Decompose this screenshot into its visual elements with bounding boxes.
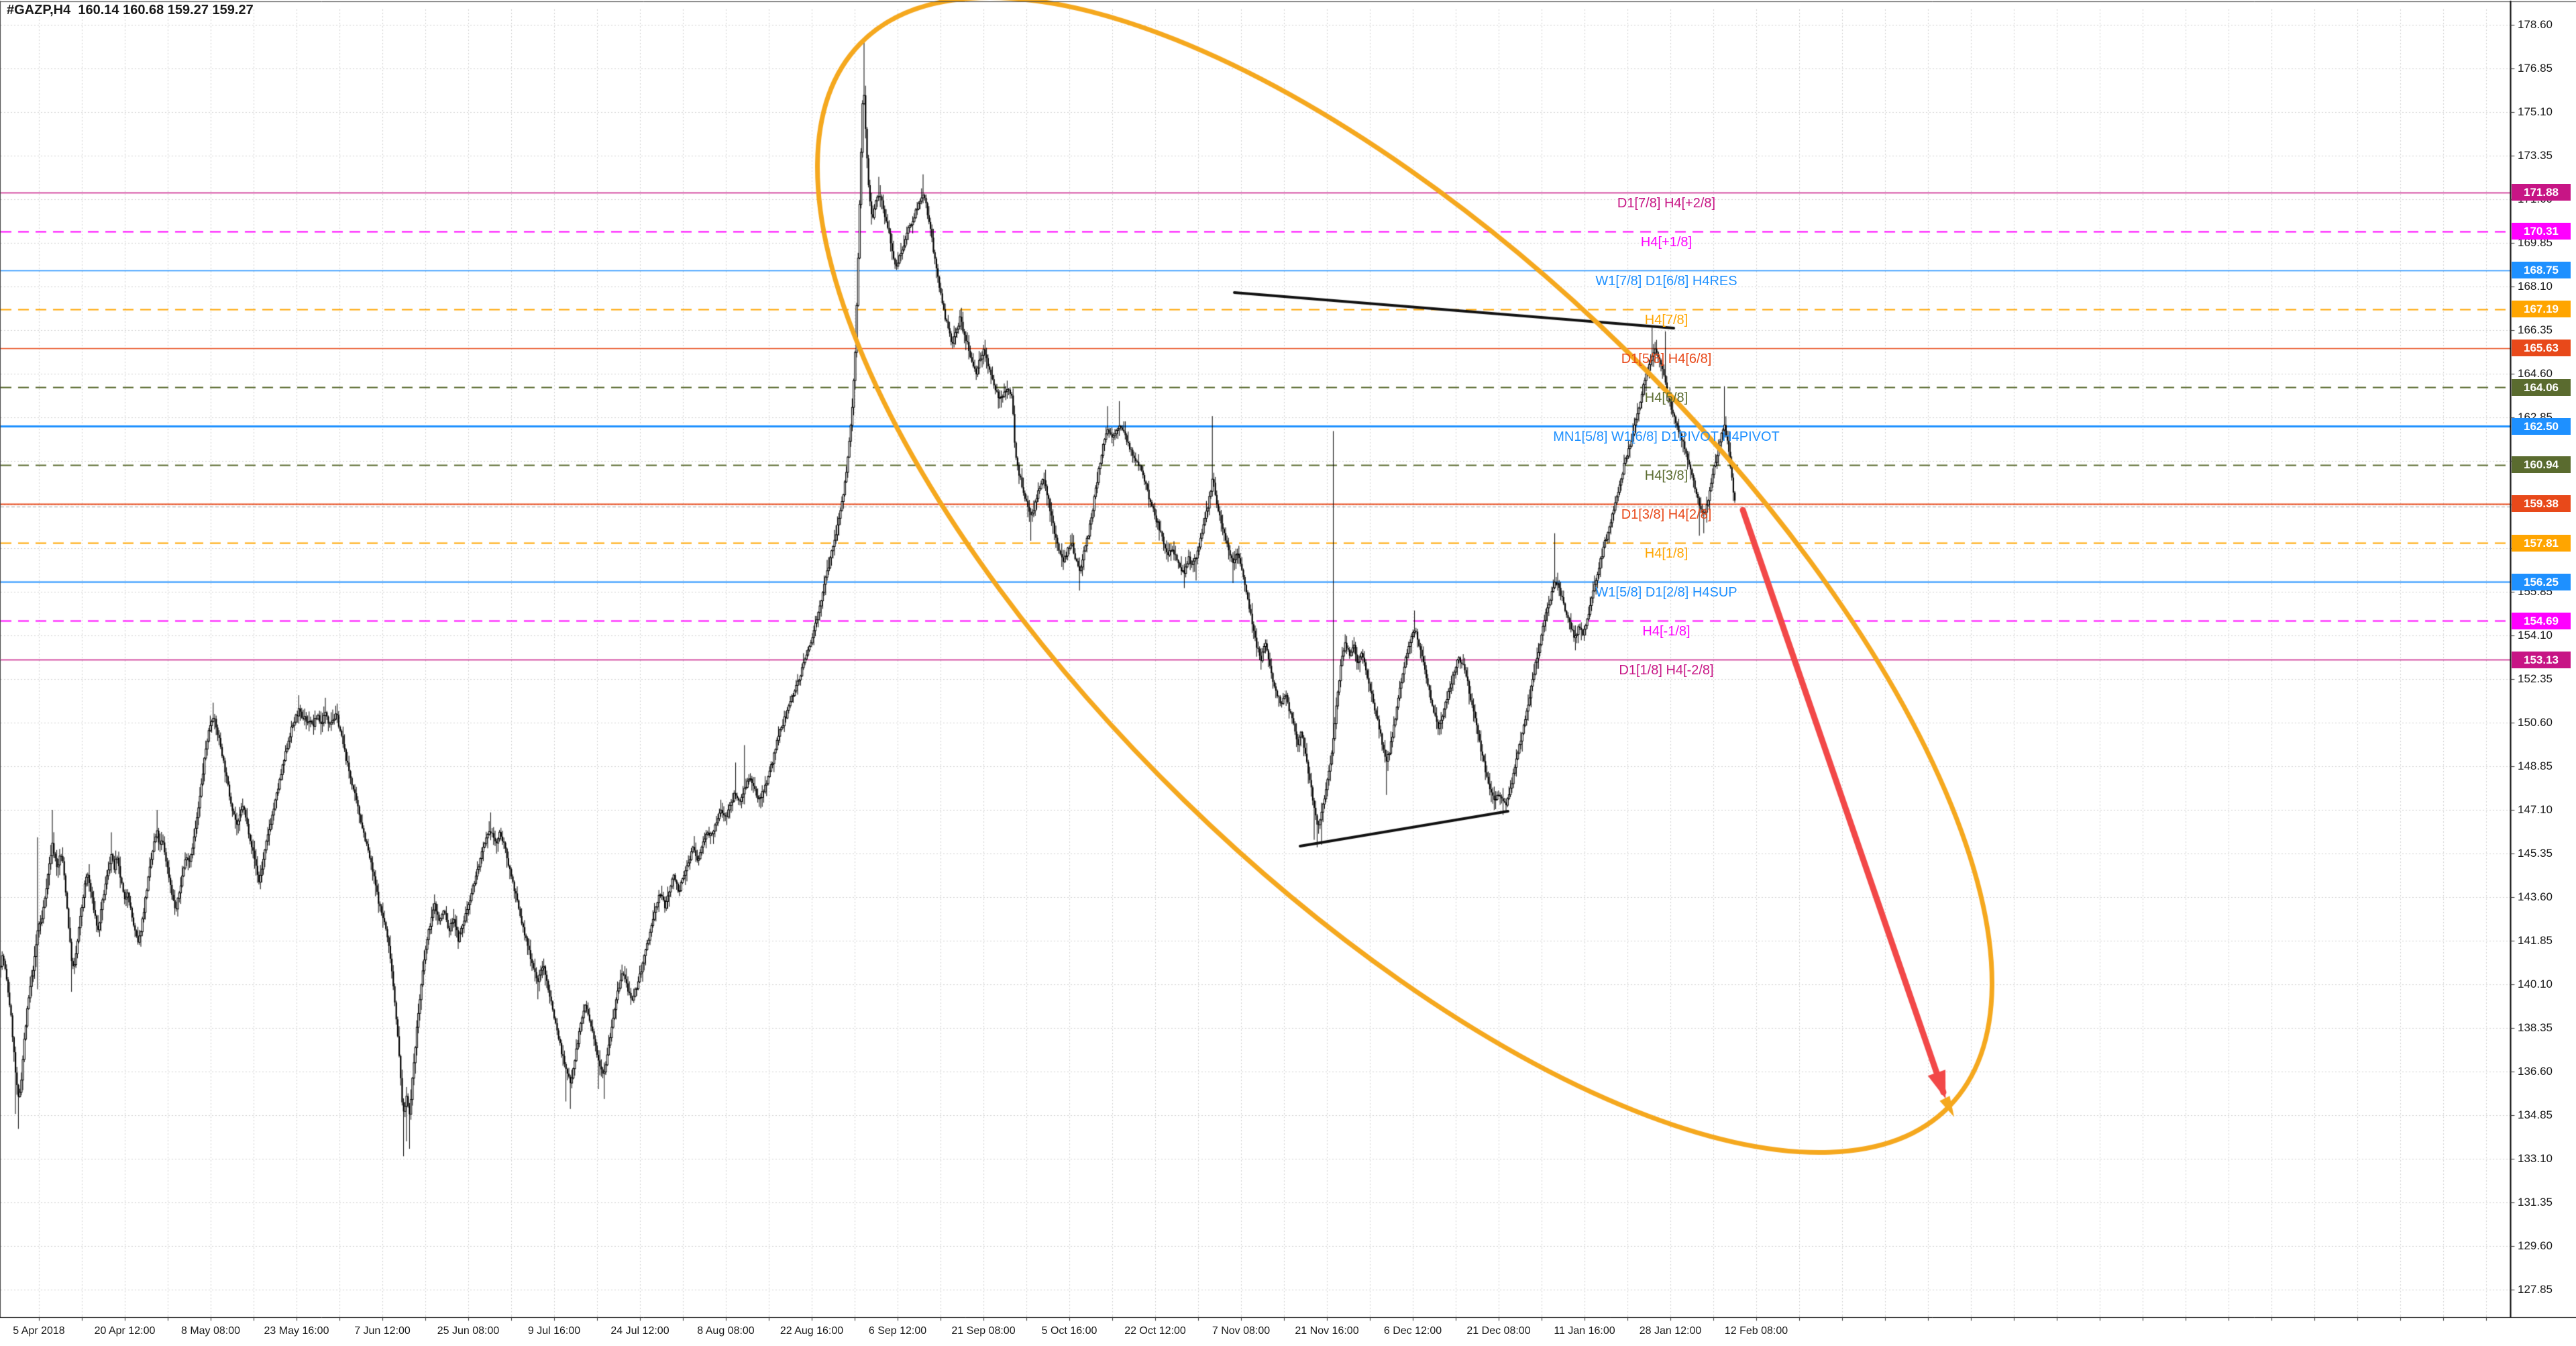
mt4-chart-window: { "title": "#GAZP,H4 160.14 160.68 159.2… [0, 0, 2576, 1346]
chart-canvas[interactable] [0, 0, 2576, 1346]
